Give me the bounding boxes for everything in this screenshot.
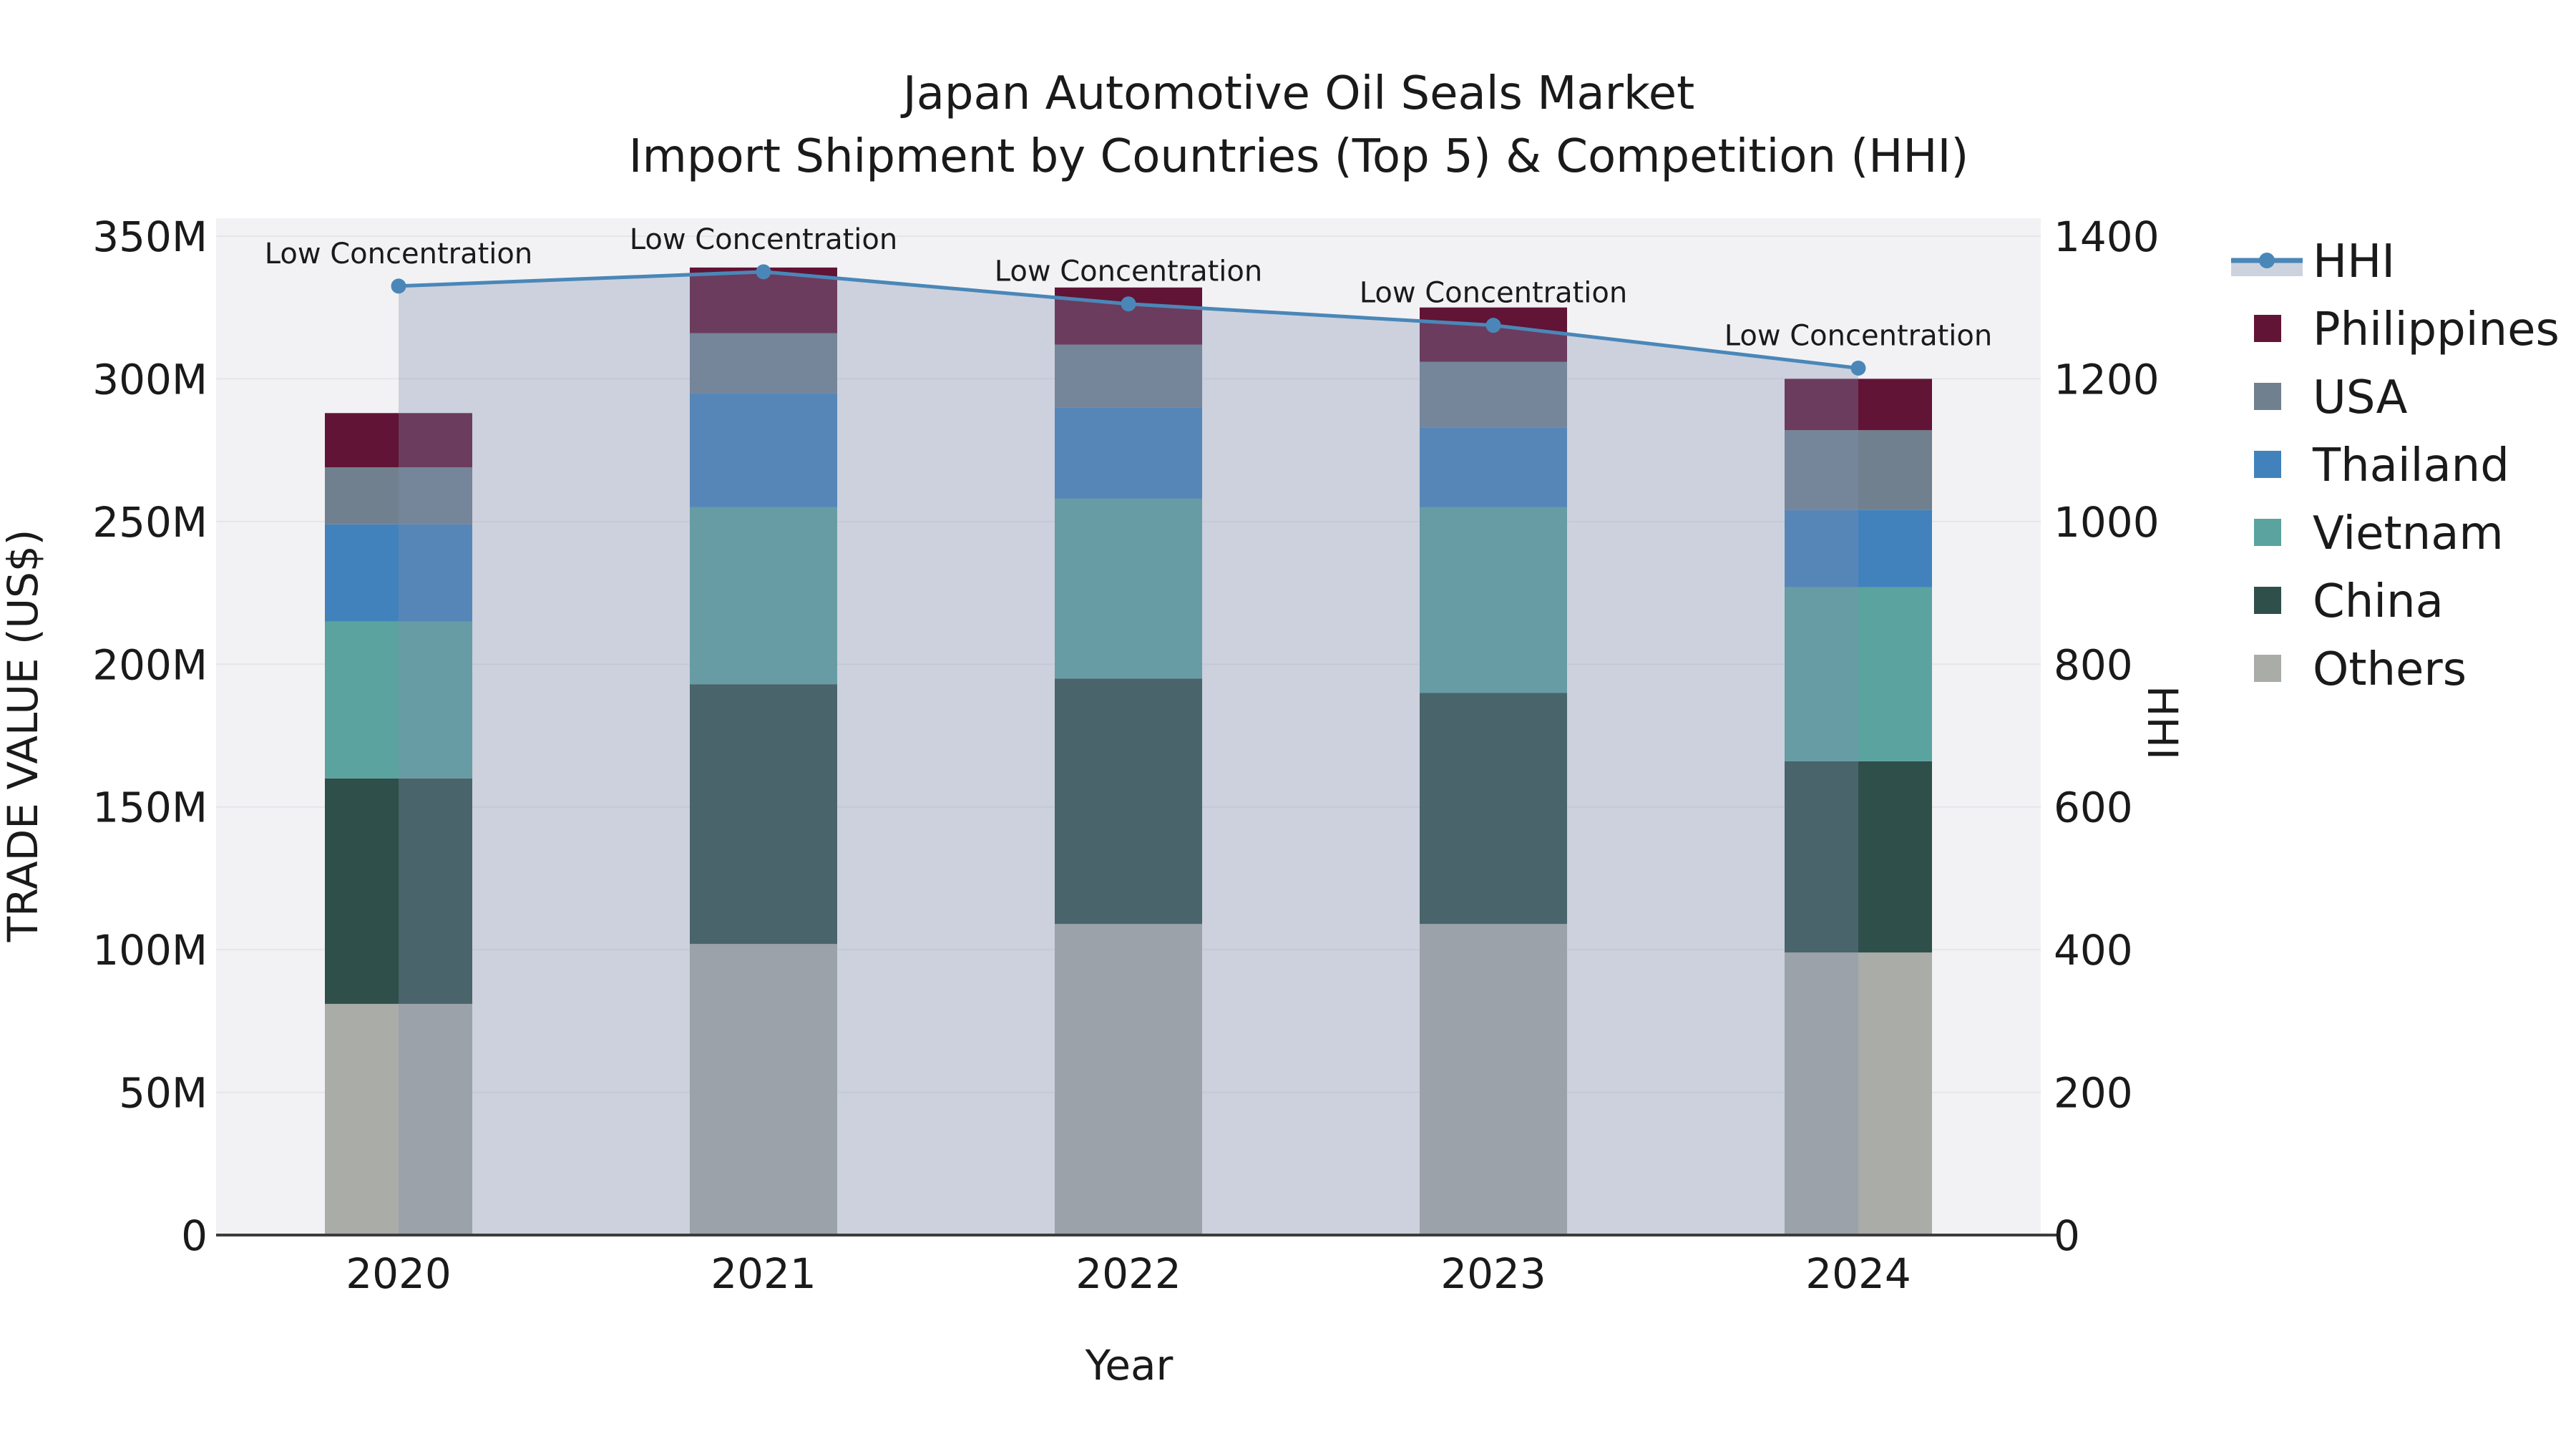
legend-swatch-others: [2254, 655, 2281, 682]
chart-title-line2: Import Shipment by Countries (Top 5) & C…: [629, 130, 1969, 183]
legend-item-hhi[interactable]: HHI: [2231, 235, 2395, 288]
y-right-tick-200: 200: [2054, 1069, 2133, 1118]
y-right-tick-1200: 1200: [2054, 355, 2160, 404]
bar-segment-china-2021[interactable]: [690, 684, 837, 945]
hhi-marker-2023[interactable]: [1485, 318, 1501, 333]
legend-label-philippines: Philippines: [2313, 303, 2560, 356]
x-axis-title: Year: [1085, 1341, 1174, 1390]
bar-segment-thailand-2024[interactable]: [1785, 509, 1932, 587]
annotation-low-concentration-2022: Low Concentration: [995, 255, 1262, 288]
x-tick-2022[interactable]: 2022: [1075, 1249, 1181, 1298]
bar-segment-usa-2023[interactable]: [1420, 361, 1567, 428]
hhi-marker-2024[interactable]: [1850, 360, 1866, 376]
plot-area: Low Concentration Low Concentration Low Co…: [92, 213, 2159, 1298]
y-right-tick-600: 600: [2054, 784, 2133, 832]
legend-label-vietnam: Vietnam: [2313, 507, 2504, 560]
bar-segment-usa-2020[interactable]: [325, 467, 472, 525]
x-tick-2020[interactable]: 2020: [346, 1249, 452, 1298]
bar-segment-others-2022[interactable]: [1055, 924, 1202, 1235]
y-right-tick-800: 800: [2054, 640, 2133, 689]
annotation-low-concentration-2020: Low Concentration: [265, 238, 532, 270]
bar-segment-philippines-2024[interactable]: [1785, 379, 1932, 431]
legend-item-china[interactable]: China: [2254, 575, 2444, 628]
legend-swatch-vietnam: [2254, 519, 2281, 546]
y-axis-title: TRADE VALUE (US$): [0, 530, 47, 943]
y-right-tick-400: 400: [2054, 926, 2133, 975]
legend-label-hhi: HHI: [2313, 235, 2395, 288]
bar-segment-china-2024[interactable]: [1785, 761, 1932, 953]
annotation-low-concentration-2023: Low Concentration: [1360, 277, 1627, 310]
x-tick-2021[interactable]: 2021: [711, 1249, 816, 1298]
y-left-tick-350M: 350M: [92, 213, 208, 261]
hhi-marker-2022[interactable]: [1121, 296, 1136, 312]
y2-axis-title: HHI: [2138, 686, 2187, 760]
y-left-tick-300M: 300M: [92, 355, 208, 404]
y-left-tick-250M: 250M: [92, 498, 208, 547]
bar-segment-china-2022[interactable]: [1055, 678, 1202, 924]
bar-segment-others-2020[interactable]: [325, 1003, 472, 1235]
bar-segment-others-2023[interactable]: [1420, 924, 1567, 1235]
bar-segment-thailand-2020[interactable]: [325, 524, 472, 622]
bar-segment-china-2020[interactable]: [325, 778, 472, 1004]
bar-segment-thailand-2021[interactable]: [690, 393, 837, 507]
y-left-tick-50M: 50M: [119, 1069, 208, 1118]
legend: HHI Philippines USA Thailand Vietnam China Oth…: [2231, 235, 2560, 696]
y-left-tick-200M: 200M: [92, 640, 208, 689]
annotation-low-concentration-2021: Low Concentration: [630, 223, 897, 256]
bar-segment-usa-2022[interactable]: [1055, 344, 1202, 408]
legend-swatch-usa: [2254, 383, 2281, 410]
legend-swatch-philippines: [2254, 315, 2281, 342]
bar-segment-usa-2024[interactable]: [1785, 430, 1932, 510]
chart-title-line1: Japan Automotive Oil Seals Market: [900, 67, 1694, 120]
legend-item-others[interactable]: Others: [2254, 643, 2467, 696]
legend-item-philippines[interactable]: Philippines: [2254, 303, 2560, 356]
bar-segment-china-2023[interactable]: [1420, 693, 1567, 924]
legend-label-others: Others: [2313, 643, 2467, 696]
bar-segment-vietnam-2022[interactable]: [1055, 498, 1202, 679]
annotation-low-concentration-2024: Low Concentration: [1724, 319, 1992, 352]
bar-segment-usa-2021[interactable]: [690, 333, 837, 394]
y-right-tick-1000: 1000: [2054, 498, 2160, 547]
legend-item-usa[interactable]: USA: [2254, 371, 2408, 424]
y-left-tick-0: 0: [181, 1211, 208, 1260]
hhi-marker-2021[interactable]: [756, 264, 771, 280]
y-right-tick-1400: 1400: [2054, 213, 2160, 261]
bar-segment-philippines-2023[interactable]: [1420, 307, 1567, 362]
x-tick-2023[interactable]: 2023: [1440, 1249, 1546, 1298]
legend-label-thailand: Thailand: [2312, 439, 2509, 492]
legend-item-vietnam[interactable]: Vietnam: [2254, 507, 2504, 560]
bar-segment-thailand-2022[interactable]: [1055, 407, 1202, 499]
legend-swatch-china: [2254, 587, 2281, 614]
hhi-area-fill: [399, 271, 1858, 1235]
hhi-marker-2020[interactable]: [391, 278, 406, 294]
bar-segment-vietnam-2020[interactable]: [325, 621, 472, 779]
bar-segment-vietnam-2021[interactable]: [690, 507, 837, 685]
y-left-tick-150M: 150M: [92, 784, 208, 832]
legend-label-china: China: [2313, 575, 2444, 628]
bar-segment-others-2021[interactable]: [690, 944, 837, 1235]
legend-swatch-thailand: [2254, 451, 2281, 478]
legend-item-thailand[interactable]: Thailand: [2254, 439, 2509, 492]
y-right-tick-0: 0: [2054, 1211, 2080, 1260]
hhi-legend-marker-icon: [2259, 253, 2275, 268]
x-tick-2024[interactable]: 2024: [1805, 1249, 1911, 1298]
bar-segment-vietnam-2023[interactable]: [1420, 507, 1567, 693]
y-left-tick-100M: 100M: [92, 926, 208, 975]
bar-segment-vietnam-2024[interactable]: [1785, 587, 1932, 761]
bar-segment-philippines-2020[interactable]: [325, 413, 472, 468]
legend-label-usa: USA: [2313, 371, 2408, 424]
bar-segment-thailand-2023[interactable]: [1420, 427, 1567, 507]
bar-segment-others-2024[interactable]: [1785, 952, 1932, 1235]
